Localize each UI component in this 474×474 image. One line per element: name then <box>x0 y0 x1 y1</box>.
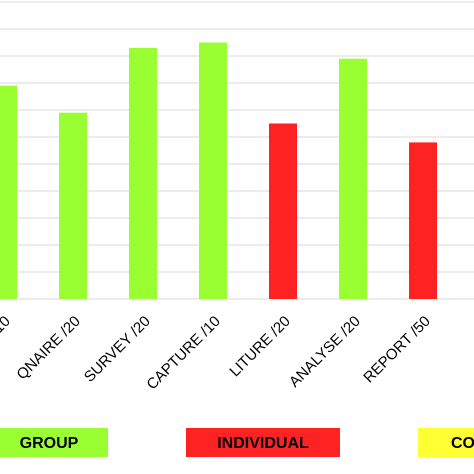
x-tick-label: CAPTURE /10 <box>143 313 223 393</box>
legend-label: GROUP <box>20 435 79 452</box>
bar <box>269 123 297 299</box>
x-tick-label: SURVEY /20 <box>81 313 154 386</box>
bar <box>129 47 157 300</box>
x-tick-label: ANALYSE /20 <box>286 313 364 391</box>
bar <box>0 85 17 299</box>
x-tick-label: QNAIRE /20 <box>13 313 83 383</box>
legend-swatch <box>418 428 474 457</box>
bar <box>409 142 437 299</box>
bar <box>339 58 367 300</box>
bar <box>59 112 87 299</box>
legend-swatch <box>0 428 108 457</box>
x-tick-label: LITURE /20 <box>226 313 293 380</box>
x-tick-label: REPORT /50 <box>360 313 434 387</box>
legend-swatch <box>186 428 340 457</box>
legend-label: INDIVIDUAL <box>217 435 309 452</box>
x-tick-label: /10 <box>0 313 14 340</box>
bar <box>199 42 227 299</box>
legend-label: CO <box>451 435 474 452</box>
